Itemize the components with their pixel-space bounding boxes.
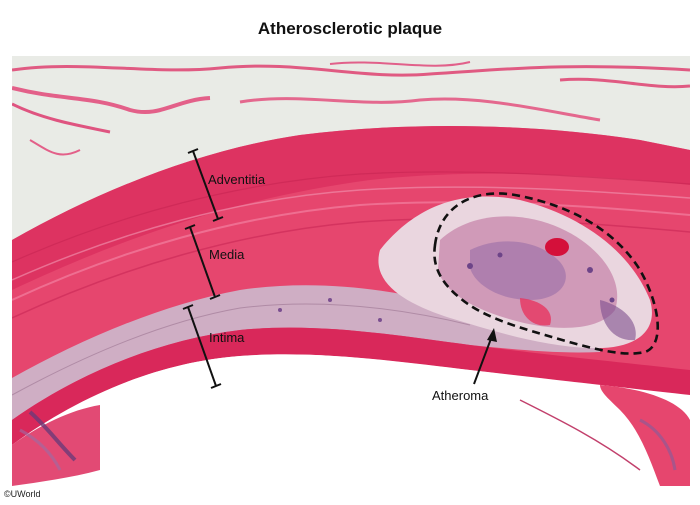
copyright-notice: ©UWorld: [4, 489, 41, 499]
internal-lining: [12, 327, 690, 445]
loose-fiber-strand: [12, 86, 211, 115]
atheroma-label: Atheroma: [432, 388, 489, 403]
tissue-fragment: [12, 405, 100, 486]
intima-bracket: [182, 304, 222, 389]
figure-title: Atherosclerotic plaque: [257, 19, 443, 38]
adventitia-label: Adventitia: [208, 172, 266, 187]
intima-label: Intima: [209, 330, 245, 345]
loose-fiber-strand: [239, 97, 601, 122]
loose-fiber-strand: [329, 61, 471, 67]
tissue-fragment: [600, 385, 690, 486]
intima-band: [12, 285, 600, 420]
loose-fiber-strand: [12, 64, 690, 77]
atheroma-outline: [433, 192, 660, 355]
hemorrhage-focus: [545, 238, 569, 256]
media-bracket: [184, 224, 221, 300]
vessel-lumen: [12, 354, 690, 486]
loose-fiber-strand: [12, 102, 111, 134]
loose-fiber-strand: [559, 77, 690, 89]
loose-fiber-strand: [29, 139, 81, 156]
adventitia-bracket: [187, 148, 224, 222]
adventitia-band: [12, 125, 690, 290]
media-label: Media: [209, 247, 245, 262]
atheroma-arrow: [473, 328, 497, 385]
